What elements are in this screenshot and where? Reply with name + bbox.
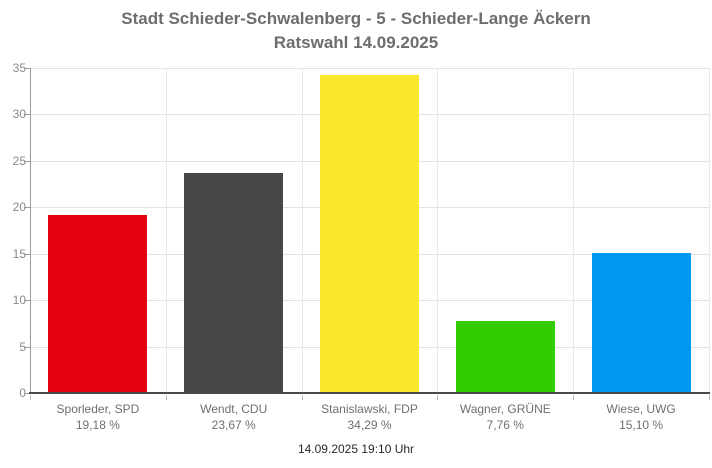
candidate-name: Wagner, GRÜNE [459, 402, 551, 416]
category-boundary-gridline [301, 68, 303, 393]
y-axis-tick [24, 253, 30, 255]
x-axis-tick [573, 395, 575, 400]
percent-value: 34,29 % [347, 418, 392, 432]
chart-subtitle: Ratswahl 14.09.2025 [273, 33, 439, 52]
y-axis-label: 35 [12, 61, 26, 75]
candidate-name: Sporleder, SPD [56, 402, 140, 416]
bar-fdp [320, 74, 419, 393]
bar-label: Wiese, UWG 15,10 % [573, 401, 709, 433]
candidate-name: Wiese, UWG [606, 402, 676, 416]
gridline [30, 68, 709, 69]
bar-uwg [591, 252, 691, 393]
bar-cdu [184, 173, 284, 393]
category-boundary-gridline [573, 68, 575, 393]
y-axis-label: 0 [19, 386, 26, 400]
y-axis-label: 5 [19, 339, 26, 354]
y-axis-label: 20 [12, 200, 26, 215]
y-axis-tick [24, 300, 30, 302]
category-boundary-gridline [709, 68, 710, 393]
candidate-name: Wendt, CDU [200, 402, 268, 416]
y-axis-tick [24, 114, 30, 116]
y-axis-tick [24, 160, 30, 162]
bar-label: Wendt, CDU 23,67 % [166, 401, 302, 433]
x-axis-tick [30, 395, 31, 400]
bar-label: Wagner, GRÜNE 7,76 % [437, 401, 573, 433]
candidate-name: Stanislawski, FDP [321, 402, 418, 416]
timestamp-footer: 14.09.2025 19:10 Uhr [297, 442, 415, 456]
y-axis-label: 10 [12, 293, 26, 308]
chart-title: Stadt Schieder-Schwalenberg - 5 - Schied… [121, 9, 591, 28]
y-axis-tick [24, 393, 30, 394]
y-axis-tick [24, 68, 30, 69]
percent-value: 19,18 % [75, 418, 120, 432]
y-axis-line [30, 68, 31, 393]
x-axis-tick [301, 395, 303, 400]
y-axis-label: 15 [12, 246, 26, 261]
y-axis-label: 25 [12, 153, 26, 168]
bar-label: Sporleder, SPD 19,18 % [30, 401, 166, 433]
x-axis-tick [709, 395, 710, 400]
percent-value: 23,67 % [211, 418, 256, 432]
x-axis-baseline [29, 392, 710, 394]
category-boundary-gridline [165, 68, 167, 393]
y-axis-tick [24, 346, 30, 348]
percent-value: 7,76 % [486, 418, 524, 432]
x-axis-tick [437, 395, 439, 400]
bar-spd [48, 214, 148, 393]
y-axis-tick [24, 207, 30, 209]
category-boundary-gridline [437, 68, 439, 393]
x-axis-tick [165, 395, 167, 400]
bar-label: Stanislawski, FDP 34,29 % [302, 401, 438, 433]
y-axis-label: 30 [12, 107, 26, 122]
bar-grne [455, 320, 555, 393]
percent-value: 15,10 % [619, 418, 664, 432]
